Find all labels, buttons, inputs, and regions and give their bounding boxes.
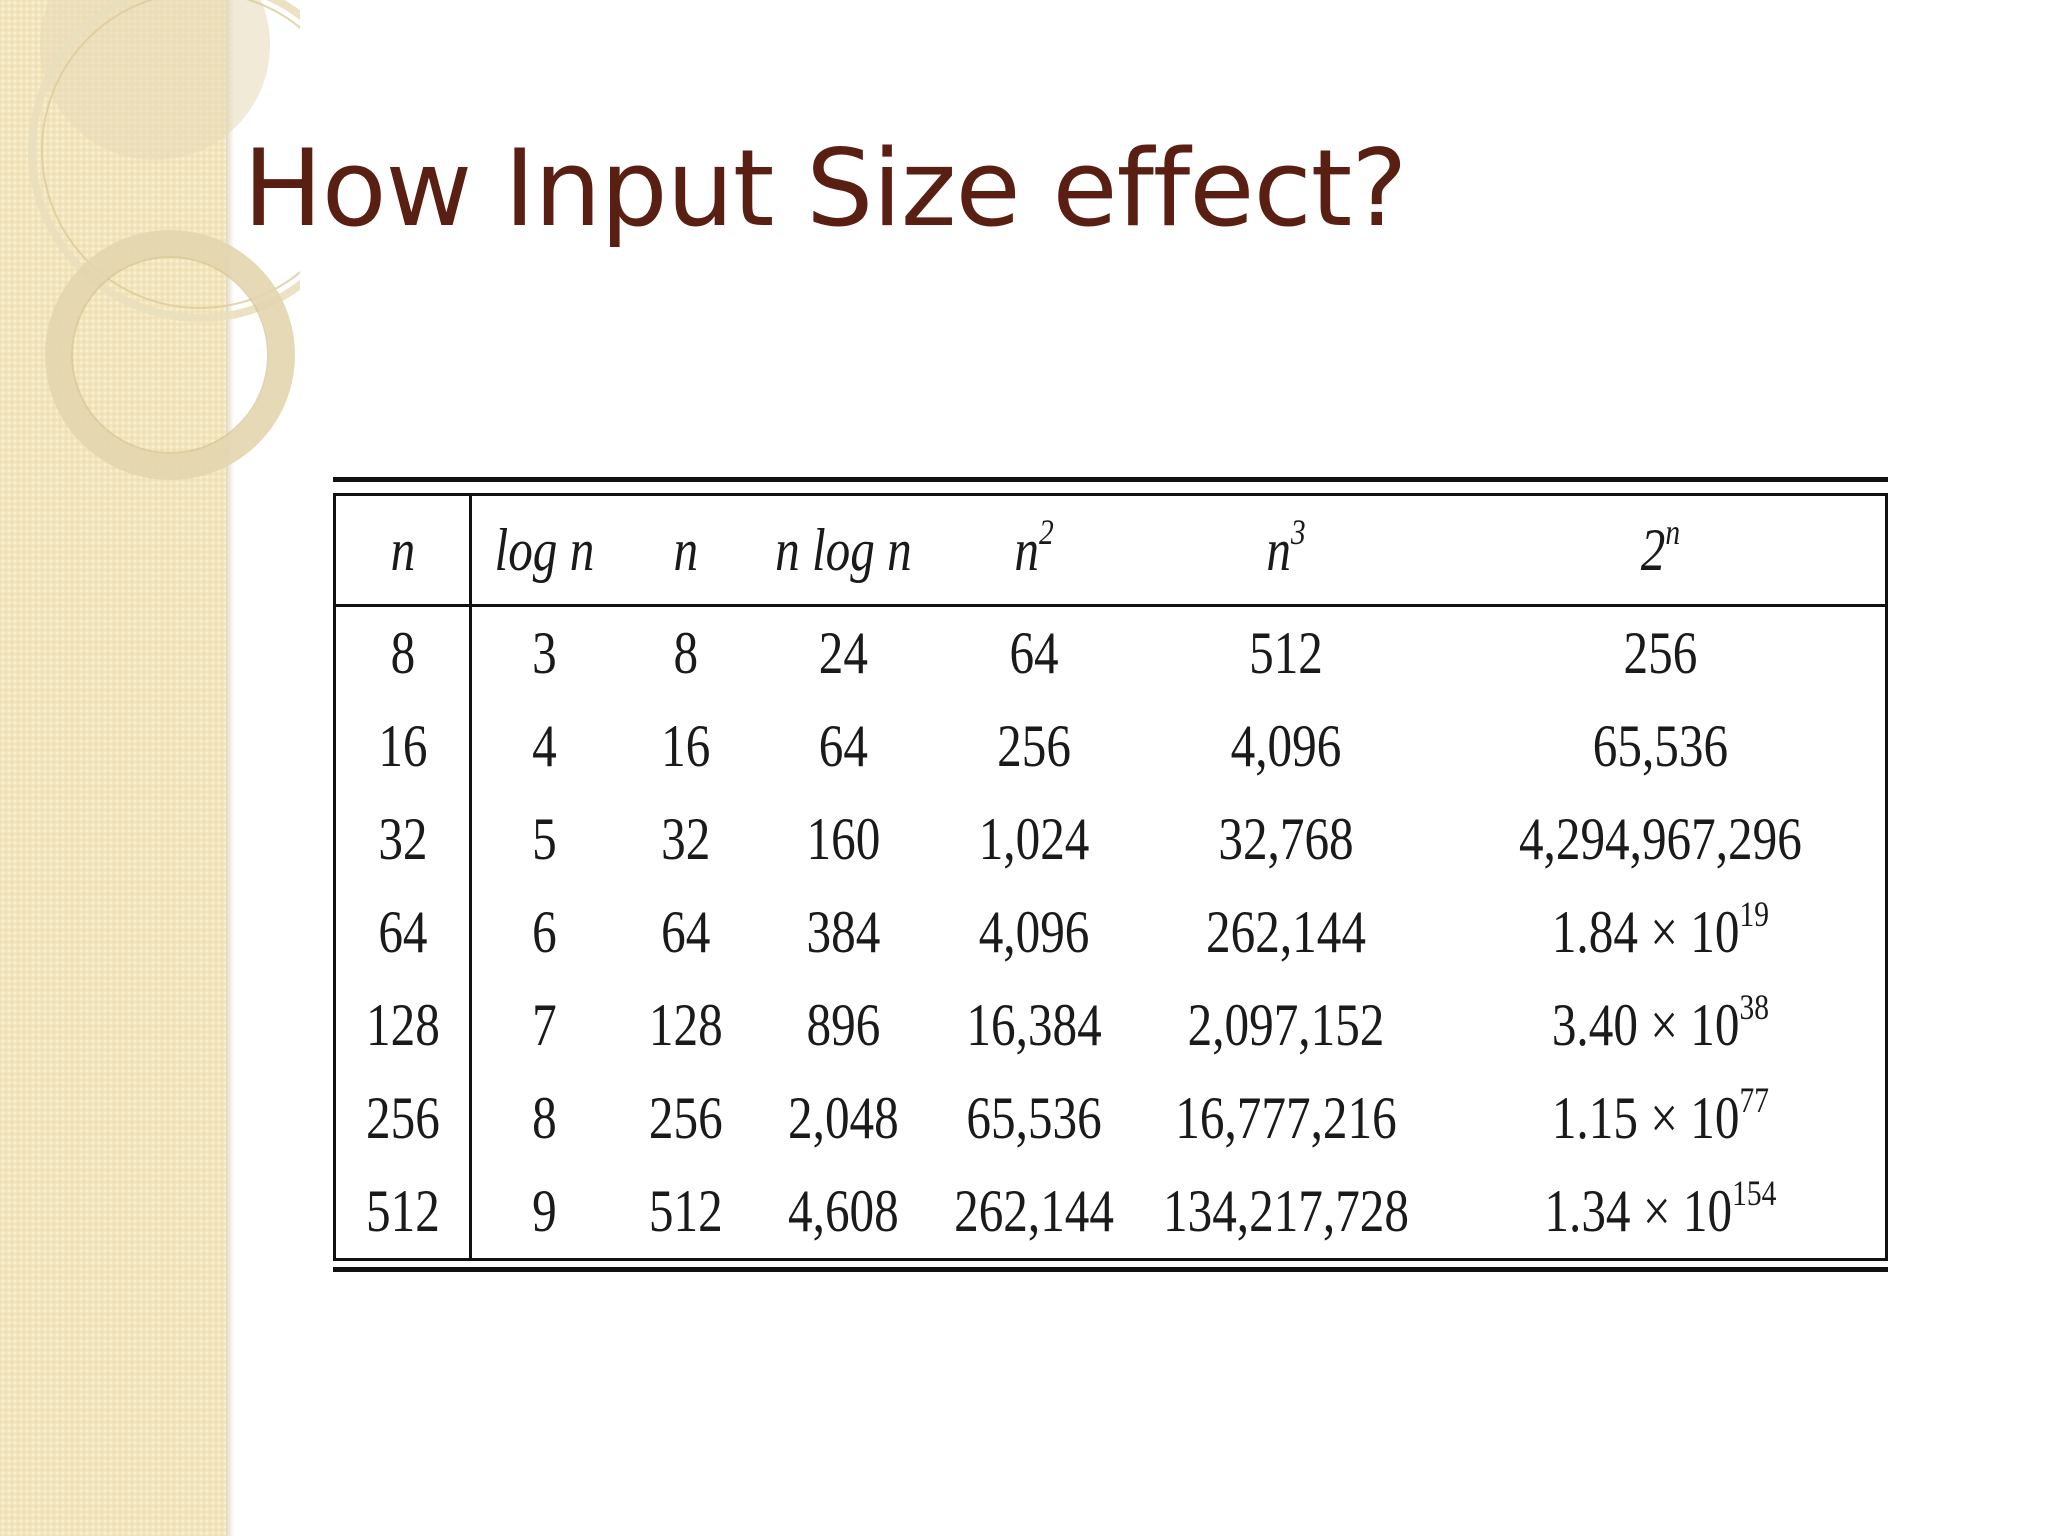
- header-base: n: [1014, 516, 1040, 583]
- decorative-ring-small: [45, 230, 295, 480]
- table-cell: 128: [346, 979, 460, 1072]
- table-cell: 256: [997, 713, 1072, 779]
- header-exponent: 3: [1291, 511, 1307, 552]
- table-cell: 64: [1009, 620, 1060, 686]
- cell-base: 3.40 × 10: [1552, 992, 1740, 1058]
- table-row: 256 8 256 2,048 65,536 16,777,216 1.15 × 1077: [335, 1072, 1887, 1165]
- table-cell: 512: [1249, 620, 1324, 686]
- table-cell: 65,536: [1477, 700, 1846, 793]
- table-cell: 134,217,728: [1163, 1178, 1410, 1244]
- table-cell: 2,048: [787, 1085, 899, 1151]
- cell-exponent: 19: [1739, 894, 1770, 934]
- table-cell: 32: [661, 806, 711, 872]
- table-row: 512 9 512 4,608 262,144 134,217,728 1.34 × 101…: [335, 1165, 1887, 1260]
- table-row: 64 6 64 384 4,096 262,144 1.84 × 1019: [335, 886, 1887, 979]
- header-exponent: n: [1665, 511, 1681, 552]
- cell-base: 65,536: [1593, 713, 1729, 779]
- table-cell: 256: [648, 1085, 723, 1151]
- header-cell: n3: [1163, 494, 1410, 607]
- page-title: How Input Size effect?: [243, 127, 1408, 250]
- table-cell: 64: [818, 713, 868, 779]
- header-exponent: 2: [1039, 511, 1055, 552]
- table-cell: 7: [532, 992, 558, 1058]
- header-cell: 2n: [1476, 494, 1846, 607]
- cell-exponent: 38: [1739, 987, 1770, 1027]
- table-row: 32 5 32 160 1,024 32,768 4,294,967,296: [335, 793, 1887, 886]
- table-cell: 64: [661, 899, 711, 965]
- cell-base: 1.34 × 10: [1544, 1178, 1733, 1244]
- table-cell: 16: [346, 700, 460, 793]
- table-cell: 262,144: [1206, 899, 1367, 965]
- table-body: 8 3 8 24 64 512 256 16 4 16 64 256 4,096 65,536 32 5 32 1…: [335, 605, 1887, 1260]
- table-cell: 32: [346, 793, 460, 886]
- table-cell: 4,608: [787, 1178, 899, 1244]
- table-top-rule: [333, 477, 1888, 482]
- cell-exponent: 77: [1739, 1080, 1770, 1120]
- table-cell: 64: [346, 886, 460, 979]
- table-cell: 32,768: [1218, 806, 1355, 872]
- table-header-row: n log n n n log n n2 n3 2n: [335, 494, 1887, 607]
- table-cell: 1,024: [979, 806, 1090, 872]
- table-cell: 1.15 × 1077: [1477, 1072, 1846, 1165]
- table-cell: 256: [1477, 606, 1846, 701]
- header-base: 2: [1641, 516, 1666, 583]
- table-cell: 3.40 × 1038: [1477, 979, 1846, 1072]
- header-base: n: [673, 516, 699, 583]
- table-cell: 6: [532, 899, 558, 965]
- table-cell: 8: [673, 620, 699, 686]
- header-base: log n: [494, 516, 595, 583]
- table-cell: 16,777,216: [1175, 1085, 1398, 1151]
- cell-exponent: 154: [1732, 1173, 1777, 1213]
- table-row: 8 3 8 24 64 512 256: [335, 605, 1887, 701]
- table-cell: 24: [818, 620, 868, 686]
- table-cell: 16,384: [966, 992, 1103, 1058]
- cell-base: 4,294,967,296: [1519, 806, 1803, 872]
- decorative-disc: [40, 0, 270, 160]
- sidebar-edge-shadow: [226, 0, 234, 1536]
- cell-base: 1.15 × 10: [1552, 1085, 1740, 1151]
- header-cell: n: [346, 494, 460, 607]
- table-cell: 9: [532, 1178, 558, 1244]
- complexity-table: n log n n n log n n2 n3 2n 8 3 8 24 64 512 256…: [333, 493, 1888, 1261]
- table-cell: 8: [346, 605, 460, 700]
- table-cell: 160: [806, 806, 880, 872]
- table-cell: 65,536: [966, 1085, 1103, 1151]
- header-cell: n log n: [769, 494, 917, 607]
- table-cell: 512: [346, 1165, 460, 1260]
- table-cell: 8: [532, 1085, 558, 1151]
- table-bottom-rule: [333, 1267, 1888, 1272]
- table-cell: 128: [648, 992, 723, 1058]
- header-base: n: [390, 516, 415, 583]
- decorative-rings: [28, 0, 300, 480]
- header-base: n: [1266, 516, 1292, 583]
- table-cell: 5: [532, 806, 558, 872]
- decorative-ring-small-shade: [71, 256, 269, 454]
- table-cell: 1.34 × 10154: [1477, 1165, 1846, 1260]
- table-cell: 256: [346, 1072, 460, 1165]
- header-base: n log n: [774, 516, 912, 583]
- header-cell: n: [630, 494, 742, 607]
- header-cell: n2: [950, 494, 1119, 607]
- table-row: 128 7 128 896 16,384 2,097,152 3.40 × 1038: [335, 979, 1887, 1072]
- table-cell: 1.84 × 1019: [1477, 886, 1846, 979]
- header-cell: log n: [483, 494, 605, 607]
- table-row: 16 4 16 64 256 4,096 65,536: [335, 700, 1887, 793]
- table-cell: 4,096: [1231, 713, 1342, 779]
- cell-base: 1.84 × 10: [1552, 899, 1740, 965]
- table-cell: 16: [661, 713, 711, 779]
- table-cell: 512: [648, 1178, 723, 1244]
- table-cell: 4,096: [979, 899, 1090, 965]
- table-cell: 3: [532, 620, 558, 686]
- decorative-ring-large: [28, 0, 300, 322]
- table-cell: 384: [806, 899, 880, 965]
- decorative-ring-large-shade: [41, 0, 300, 309]
- table-cell: 4,294,967,296: [1477, 793, 1846, 886]
- cell-base: 256: [1623, 620, 1698, 686]
- complexity-table-container: n log n n n log n n2 n3 2n 8 3 8 24 64 512 256…: [333, 477, 1888, 1272]
- table-cell: 262,144: [954, 1178, 1115, 1244]
- table-cell: 2,097,152: [1188, 992, 1385, 1058]
- table-cell: 4: [532, 713, 558, 779]
- table-cell: 896: [806, 992, 880, 1058]
